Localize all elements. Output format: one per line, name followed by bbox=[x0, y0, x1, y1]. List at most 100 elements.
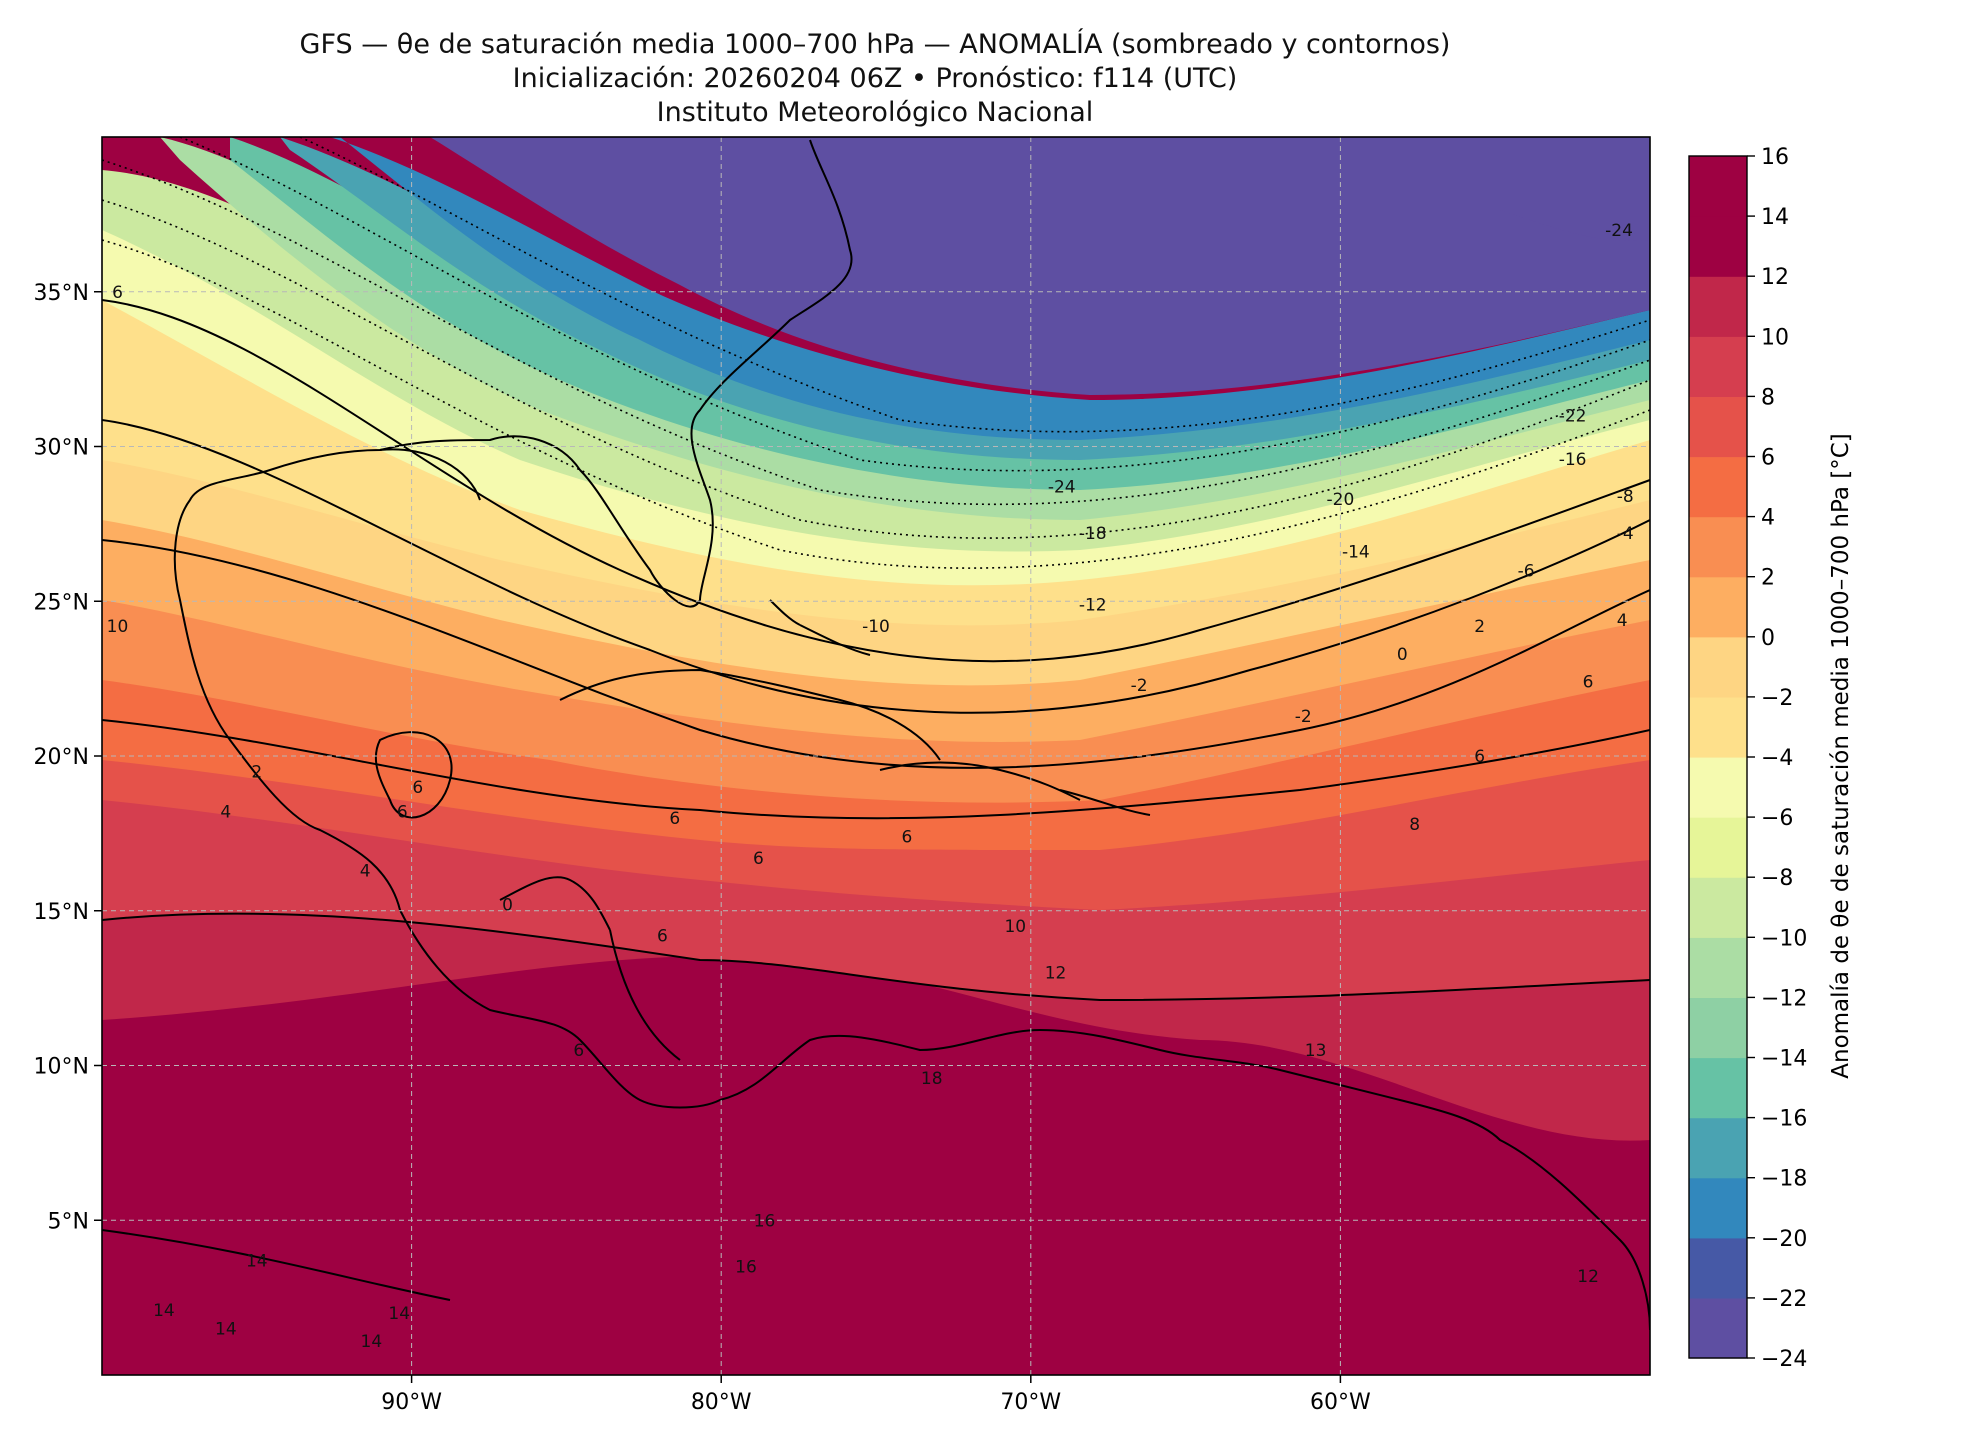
contour-label: 16 bbox=[754, 1211, 776, 1231]
coastlines bbox=[173, 139, 1650, 1331]
colorbar-tick-label: −20 bbox=[1761, 1227, 1807, 1252]
lon-tick-label: 60°W bbox=[1310, 1390, 1371, 1415]
colorbar-segment bbox=[1689, 636, 1747, 698]
contour-label: 16 bbox=[735, 1258, 757, 1278]
contour-label: 4 bbox=[360, 862, 371, 882]
colorbar-label: Anomalía de θe de saturación media 1000–… bbox=[1828, 433, 1854, 1078]
lat-tick-label: 30°N bbox=[34, 436, 89, 461]
colorbar-tick-label: −12 bbox=[1761, 986, 1807, 1011]
field-band-6 bbox=[102, 540, 1650, 850]
contour-label: 6 bbox=[902, 827, 913, 847]
contour-label: 12 bbox=[1045, 964, 1067, 984]
contour-label: -24 bbox=[1605, 221, 1633, 241]
contour-label: 14 bbox=[388, 1304, 410, 1324]
contour-label: -14 bbox=[1342, 543, 1370, 563]
colorbar-tick-label: 8 bbox=[1761, 385, 1775, 410]
colorbar-tick-label: 6 bbox=[1761, 446, 1775, 471]
axis-ticks: 90°W 80°W 70°W 60°W35°N30°N25°N20°N15°N10°N… bbox=[34, 281, 1371, 1415]
colorbar-segment bbox=[1689, 757, 1747, 818]
title-line-1: GFS — θe de saturación media 1000–700 hP… bbox=[299, 29, 1451, 60]
contour-label: 2 bbox=[1474, 617, 1485, 637]
lon-tick-label: 70°W bbox=[1000, 1390, 1061, 1415]
contour-label: 6 bbox=[669, 809, 680, 829]
colorbar-segment bbox=[1689, 696, 1747, 758]
colorbar-segment bbox=[1689, 216, 1747, 277]
contour-label: -6 bbox=[1518, 561, 1535, 581]
field-band-m24 bbox=[430, 137, 1650, 395]
colorbar-tick-label: 16 bbox=[1761, 145, 1789, 170]
contour-label: -2 bbox=[1295, 707, 1312, 727]
colorbar-segment bbox=[1689, 817, 1747, 878]
colorbar-segment bbox=[1689, 276, 1747, 337]
colorbar-segment bbox=[1689, 1057, 1747, 1119]
contour-label: 6 bbox=[753, 849, 764, 869]
contour-label: 4 bbox=[1617, 611, 1628, 631]
colorbar: −24−22−20−18−16−14−12−10−8−6−4−202468101… bbox=[1688, 145, 1807, 1372]
colorbar-tick-label: −16 bbox=[1761, 1107, 1807, 1132]
field-band-m18 bbox=[280, 137, 1650, 460]
colorbar-tick-label: 12 bbox=[1761, 265, 1789, 290]
contour-label: 6 bbox=[1474, 747, 1485, 767]
colorbar-tick-label: −14 bbox=[1761, 1047, 1807, 1072]
lat-tick-label: 25°N bbox=[34, 590, 89, 615]
colorbar-tick-label: 10 bbox=[1761, 325, 1789, 350]
contour-label: 14 bbox=[153, 1301, 175, 1321]
colorbar-segment bbox=[1689, 456, 1747, 518]
colorbar-segment bbox=[1689, 396, 1747, 458]
positive-contours bbox=[102, 299, 1650, 1301]
contour-label: 14 bbox=[361, 1332, 383, 1352]
colorbar-tick-label: −24 bbox=[1761, 1347, 1807, 1372]
contour-label: -16 bbox=[1559, 450, 1587, 470]
field-band-m24-north bbox=[1500, 137, 1650, 241]
title-line-2: Inicialización: 20260204 06Z • Pronóstic… bbox=[512, 63, 1238, 94]
colorbar-tick-label: −4 bbox=[1761, 746, 1793, 771]
contour-label: 6 bbox=[397, 803, 408, 823]
title-line-3: Instituto Meteorológico Nacional bbox=[656, 97, 1094, 128]
contour-label: 0 bbox=[1397, 645, 1408, 665]
contour-label: 6 bbox=[1583, 673, 1594, 693]
contour-label: 14 bbox=[246, 1251, 268, 1271]
contour-label: -18 bbox=[1079, 524, 1107, 544]
colorbar-segment bbox=[1689, 1297, 1747, 1359]
contour-label: -22 bbox=[1559, 407, 1587, 427]
contour-label: -20 bbox=[1327, 490, 1355, 510]
lat-tick-label: 20°N bbox=[34, 745, 89, 770]
colorbar-segment bbox=[1689, 516, 1747, 578]
map-title: GFS — θe de saturación media 1000–700 hP… bbox=[0, 28, 1750, 130]
gridlines bbox=[102, 137, 1650, 1375]
contour-label: -12 bbox=[1079, 595, 1107, 615]
contour-label: 6 bbox=[657, 927, 668, 947]
colorbar-segment bbox=[1689, 1177, 1747, 1239]
contour-label: 2 bbox=[251, 762, 262, 782]
contour-label: -10 bbox=[862, 617, 890, 637]
colorbar-segment bbox=[1689, 937, 1747, 998]
contour-label: 4 bbox=[220, 803, 231, 823]
lat-tick-label: 15°N bbox=[34, 900, 89, 925]
contour-label: 6 bbox=[412, 778, 423, 798]
lon-tick-label: 80°W bbox=[691, 1390, 752, 1415]
contour-label: -4 bbox=[1617, 524, 1634, 544]
lat-tick-label: 10°N bbox=[34, 1055, 89, 1080]
colorbar-tick-label: 2 bbox=[1761, 566, 1775, 591]
colorbar-tick-label: −18 bbox=[1761, 1167, 1807, 1192]
field-band-4 bbox=[102, 420, 1650, 803]
field-band-m4 bbox=[102, 220, 1650, 586]
colorbar-segment bbox=[1689, 997, 1747, 1059]
colorbar-tick-label: 14 bbox=[1761, 205, 1789, 230]
contour-label: -2 bbox=[1131, 676, 1148, 696]
contour-label: 13 bbox=[1305, 1041, 1327, 1061]
colorbar-tick-label: −2 bbox=[1761, 686, 1793, 711]
map-plot-area: -24-24-22-20-18-16-14-12-10-8-6-4-2-202 4… bbox=[102, 137, 1650, 1375]
colorbar-tick-label: −22 bbox=[1761, 1287, 1807, 1312]
contour-label: 14 bbox=[215, 1320, 237, 1340]
colorbar-tick-label: 4 bbox=[1761, 506, 1775, 531]
lat-tick-label: 5°N bbox=[48, 1209, 89, 1234]
contour-label: 12 bbox=[1577, 1267, 1599, 1287]
colorbar-segment bbox=[1689, 1117, 1747, 1179]
contour-label: 18 bbox=[921, 1069, 943, 1089]
contour-label: 10 bbox=[107, 617, 129, 637]
contour-label: 0 bbox=[502, 896, 513, 916]
colorbar-tick-label: −10 bbox=[1761, 926, 1807, 951]
contour-label: 6 bbox=[573, 1041, 584, 1061]
